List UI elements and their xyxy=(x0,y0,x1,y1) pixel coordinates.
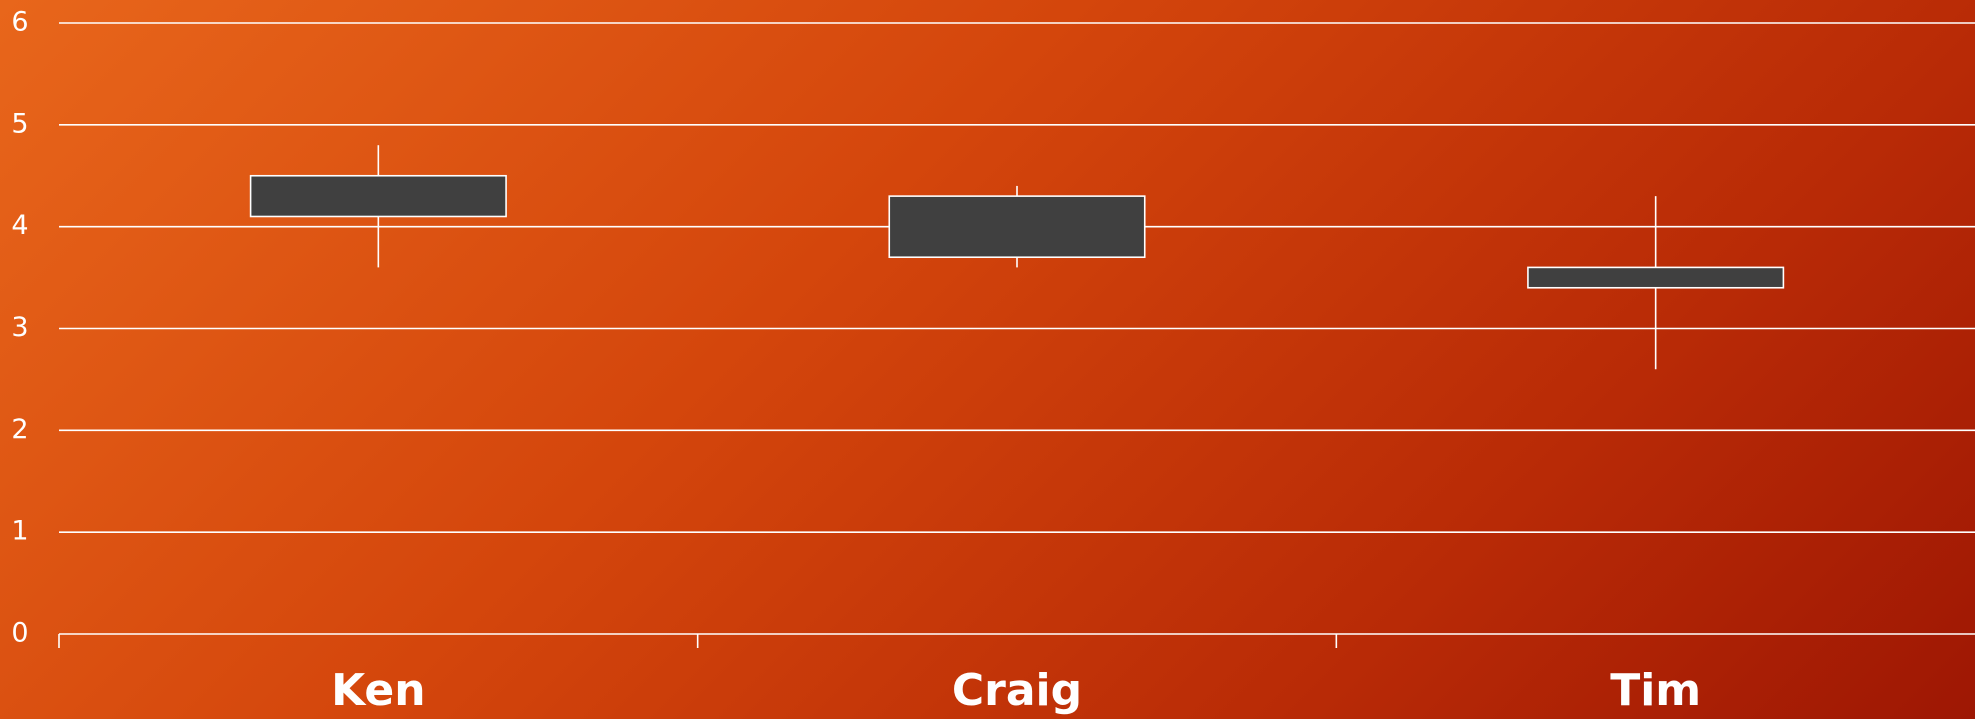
y-tick-label: 5 xyxy=(11,108,28,139)
y-tick-label: 2 xyxy=(11,414,28,445)
y-tick-label: 1 xyxy=(11,516,28,547)
y-tick-label: 4 xyxy=(11,210,28,241)
y-tick-label: 3 xyxy=(11,312,28,343)
y-tick-label: 6 xyxy=(11,7,28,38)
candle-body xyxy=(888,195,1146,259)
candle-body xyxy=(249,174,507,218)
x-tick-label: Ken xyxy=(331,665,426,716)
x-tick-label: Craig xyxy=(952,665,1082,716)
x-tick-label: Tim xyxy=(1610,665,1701,716)
candle-body xyxy=(1527,266,1785,289)
y-tick-label: 0 xyxy=(11,618,28,649)
